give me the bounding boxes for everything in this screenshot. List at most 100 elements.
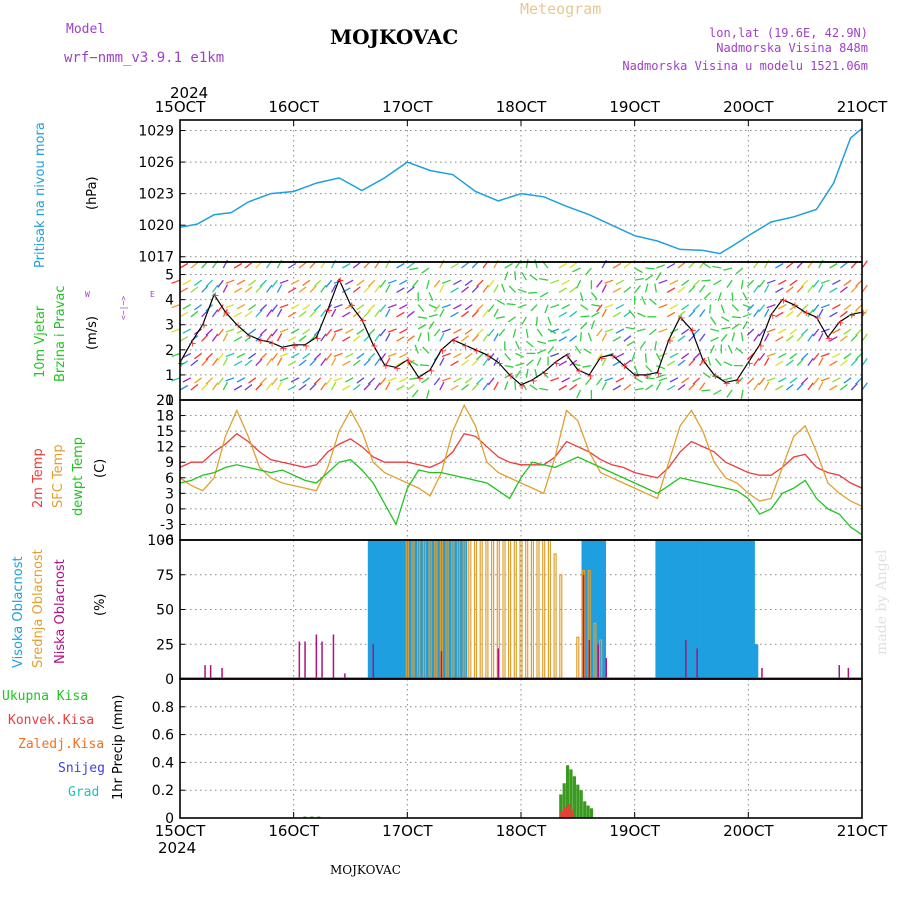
wind-gust-mark: + xyxy=(438,346,446,357)
wind-arrow xyxy=(387,352,397,358)
wind-arrow xyxy=(623,335,632,342)
wind-arrow xyxy=(182,279,192,285)
high-cloud-bar xyxy=(459,540,464,679)
wind-arrow xyxy=(681,377,690,384)
wind-arrow xyxy=(832,352,841,359)
high-cloud-bar xyxy=(436,540,440,679)
wind-arrow xyxy=(217,377,224,386)
wind-arrow xyxy=(504,271,509,281)
wind-arrow xyxy=(789,328,798,335)
mid-cloud-bar xyxy=(508,539,512,680)
wind-arrow xyxy=(777,328,787,334)
wind-arrow xyxy=(579,332,582,342)
data-layer: +++++++ + + + + ++++++++ ++++++ + + ++++ +++++ ++ ++… xyxy=(171,127,868,819)
wind-arrow xyxy=(832,328,841,334)
wind-arrow xyxy=(428,304,438,309)
low-cloud-bar xyxy=(204,665,206,679)
wind-arrow xyxy=(205,328,213,336)
total-precip-bar xyxy=(576,784,580,818)
wind-arrow xyxy=(222,357,229,366)
wind-arrow xyxy=(669,377,679,383)
wind-arrow xyxy=(259,304,268,312)
wind-arrow xyxy=(217,353,224,361)
wind-arrow xyxy=(634,377,643,383)
wind-arrow xyxy=(746,352,755,361)
wind-gust-mark: + xyxy=(518,381,526,392)
wind-arrow xyxy=(681,352,690,360)
low-cloud-bar xyxy=(440,651,443,679)
wind-arrow xyxy=(601,284,607,293)
high-cloud-bar xyxy=(747,540,752,679)
wind-arrow xyxy=(666,262,676,269)
y-tick-label: 3 xyxy=(165,318,174,334)
wind-gust-mark: + xyxy=(245,331,253,342)
wind-arrow xyxy=(255,334,263,342)
wind-arrow xyxy=(287,262,297,269)
high-cloud-bar xyxy=(662,540,667,679)
wind-gust-mark: + xyxy=(200,321,208,332)
high-cloud-bar xyxy=(422,540,427,679)
wind-arrow xyxy=(525,258,529,269)
y-tick-label: 25 xyxy=(156,637,174,653)
wind-arrow xyxy=(829,262,838,269)
low-cloud-bar xyxy=(315,634,318,679)
low-cloud-bar xyxy=(298,641,301,679)
wind-arrow xyxy=(829,311,838,318)
wind-arrow xyxy=(302,352,311,360)
wind-arrow xyxy=(692,279,701,287)
wind-arrow xyxy=(585,267,592,276)
wind-arrow xyxy=(648,328,657,336)
wind-arrow xyxy=(583,348,592,354)
wind-arrow xyxy=(777,377,787,383)
wind-arrow xyxy=(471,309,479,318)
model-elevation-text: Nadmorska Visina u modelu 1521.06m xyxy=(622,59,868,73)
wind-arrow xyxy=(529,274,538,281)
wind-arrow xyxy=(244,383,253,391)
wind-arrow xyxy=(855,377,863,385)
wind-arrow xyxy=(507,316,516,323)
high-cloud-bar xyxy=(374,540,379,679)
wind-arrow xyxy=(439,284,445,293)
mid-cloud-bar xyxy=(536,539,540,680)
wind-arrow xyxy=(547,346,555,354)
y-tick-label: 0.6 xyxy=(152,728,174,744)
wind-arrow xyxy=(763,381,770,391)
wind-arrow xyxy=(287,384,297,391)
elevation-text: Nadmorska Visina 848m xyxy=(716,41,868,55)
total-precip-bar xyxy=(589,808,594,818)
pressure-unit: (hPa) xyxy=(85,176,100,210)
wind-arrow xyxy=(399,377,408,383)
wind-arrow xyxy=(171,279,181,284)
wind-arrow xyxy=(313,304,322,312)
high-cloud-bar xyxy=(584,540,589,679)
wind-arrow xyxy=(766,328,776,333)
wind-arrow xyxy=(604,328,614,333)
wind-arrow xyxy=(236,377,246,383)
wind-arrow xyxy=(374,382,381,391)
wind-arrow xyxy=(406,261,415,269)
temp2m-label: 2m Temp xyxy=(31,448,46,508)
wind-arrow xyxy=(726,279,733,288)
high-cloud-bar xyxy=(720,540,725,679)
wind-arrow xyxy=(259,377,268,385)
low-cloud-bar xyxy=(344,673,346,679)
wind-arrow xyxy=(812,328,820,337)
wind-arrow xyxy=(735,347,744,354)
wind-arrow xyxy=(558,336,568,342)
wind-arrow xyxy=(205,377,213,385)
wind-arrow xyxy=(309,309,317,318)
wind-arrow xyxy=(580,315,590,318)
wind-arrow xyxy=(476,304,484,312)
high-cloud-bar xyxy=(395,540,400,679)
wind-arrow xyxy=(461,335,469,342)
frozen-precip-label: Zaledj.Kisa xyxy=(18,737,104,752)
wind-arrow xyxy=(547,316,552,326)
wind-arrow xyxy=(669,328,679,334)
wind-arrow xyxy=(812,377,820,386)
wind-gust-mark: + xyxy=(177,358,185,369)
wind-unit: (m/s) xyxy=(85,316,100,350)
y-tick-label: 50 xyxy=(156,603,174,619)
wind-arrow xyxy=(558,262,568,269)
wind-arrow xyxy=(233,311,243,318)
time-tick-label-top: 16OCT xyxy=(268,98,319,116)
